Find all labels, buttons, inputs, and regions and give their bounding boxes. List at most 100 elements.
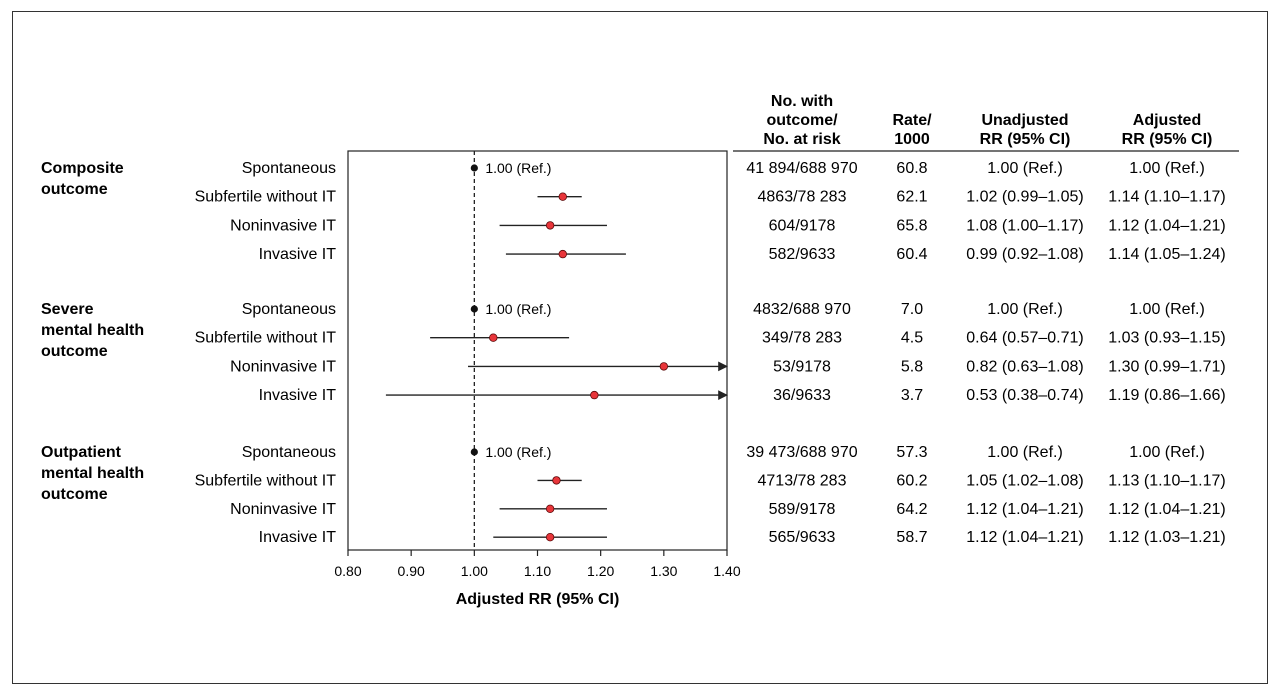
group-name: outcome <box>41 343 108 360</box>
estimate-point <box>545 221 555 230</box>
row-label: Spontaneous <box>242 160 336 177</box>
cell-unadjusted-rr: 0.99 (0.92–1.08) <box>966 246 1083 263</box>
cell-unadjusted-rr: 1.00 (Ref.) <box>987 301 1063 318</box>
cell-rate: 57.3 <box>896 444 927 461</box>
reference-point <box>470 164 478 172</box>
cell-no-with-outcome: 4863/78 283 <box>758 189 847 206</box>
plot-area <box>347 150 728 551</box>
column-header: RR (95% CI) <box>1122 131 1213 148</box>
cell-rate: 7.0 <box>901 301 923 318</box>
cell-no-with-outcome: 53/9178 <box>773 358 831 375</box>
cell-adjusted-rr: 1.12 (1.03–1.21) <box>1108 529 1225 546</box>
cell-adjusted-rr: 1.13 (1.10–1.17) <box>1108 472 1225 489</box>
group-name: outcome <box>41 181 108 198</box>
cell-no-with-outcome: 39 473/688 970 <box>746 444 857 461</box>
x-tick-label: 1.40 <box>713 563 740 579</box>
cell-unadjusted-rr: 1.00 (Ref.) <box>987 444 1063 461</box>
cell-rate: 65.8 <box>896 217 927 234</box>
reference-label: 1.00 (Ref.) <box>485 301 551 317</box>
cell-no-with-outcome: 589/9178 <box>769 501 836 518</box>
cell-unadjusted-rr: 1.12 (1.04–1.21) <box>966 501 1083 518</box>
estimate-point <box>558 192 567 201</box>
group-name: outcome <box>41 486 108 503</box>
cell-unadjusted-rr: 1.05 (1.02–1.08) <box>966 472 1083 489</box>
row-label: Spontaneous <box>242 444 336 461</box>
row-label: Subfertile without IT <box>195 330 337 347</box>
row-label: Noninvasive IT <box>230 217 336 234</box>
cell-rate: 5.8 <box>901 358 923 375</box>
row-label: Spontaneous <box>242 301 336 318</box>
cell-no-with-outcome: 565/9633 <box>769 529 836 546</box>
x-tick-label: 1.10 <box>524 563 551 579</box>
column-header: Adjusted <box>1133 112 1201 129</box>
x-tick-label: 0.80 <box>334 563 361 579</box>
cell-unadjusted-rr: 1.08 (1.00–1.17) <box>966 217 1083 234</box>
cell-adjusted-rr: 1.00 (Ref.) <box>1129 301 1205 318</box>
cell-unadjusted-rr: 0.64 (0.57–0.71) <box>966 330 1083 347</box>
cell-adjusted-rr: 1.14 (1.10–1.17) <box>1108 189 1225 206</box>
x-tick-label: 0.90 <box>398 563 425 579</box>
cell-rate: 3.7 <box>901 387 923 404</box>
group-name: Composite <box>41 160 124 177</box>
cell-rate: 4.5 <box>901 330 923 347</box>
cell-adjusted-rr: 1.14 (1.05–1.24) <box>1108 246 1225 263</box>
cell-no-with-outcome: 4832/688 970 <box>753 301 851 318</box>
column-header: 1000 <box>894 131 930 148</box>
row-label: Subfertile without IT <box>195 472 337 489</box>
cell-adjusted-rr: 1.30 (0.99–1.71) <box>1108 358 1225 375</box>
cell-rate: 60.2 <box>896 472 927 489</box>
estimate-point <box>590 390 599 400</box>
column-header: RR (95% CI) <box>980 131 1071 148</box>
cell-adjusted-rr: 1.12 (1.04–1.21) <box>1108 217 1225 234</box>
x-axis-title: Adjusted RR (95% CI) <box>456 591 620 608</box>
x-tick-label: 1.00 <box>461 563 488 579</box>
cell-rate: 62.1 <box>896 189 927 206</box>
group-name: mental health <box>41 465 144 482</box>
row-label: Invasive IT <box>259 387 337 404</box>
column-header: Unadjusted <box>981 112 1068 129</box>
cell-no-with-outcome: 4713/78 283 <box>758 472 847 489</box>
column-header: No. at risk <box>763 131 840 148</box>
cell-no-with-outcome: 582/9633 <box>769 246 836 263</box>
cell-unadjusted-rr: 1.02 (0.99–1.05) <box>966 189 1083 206</box>
cell-rate: 60.8 <box>896 160 927 177</box>
cell-rate: 60.4 <box>896 246 927 263</box>
row-label: Noninvasive IT <box>230 501 336 518</box>
group-name: mental health <box>41 322 144 339</box>
reference-point <box>470 448 478 456</box>
x-tick-label: 1.30 <box>650 563 677 579</box>
cell-adjusted-rr: 1.19 (0.86–1.66) <box>1108 387 1225 404</box>
reference-label: 1.00 (Ref.) <box>485 160 551 176</box>
estimate-point <box>545 533 555 542</box>
group-name: Severe <box>41 301 94 318</box>
cell-no-with-outcome: 36/9633 <box>773 387 831 404</box>
cell-unadjusted-rr: 1.00 (Ref.) <box>987 160 1063 177</box>
cell-rate: 64.2 <box>896 501 927 518</box>
column-header: Rate/ <box>892 112 932 129</box>
estimate-point <box>558 249 567 259</box>
column-header: No. with <box>771 93 833 110</box>
estimate-point <box>545 504 555 513</box>
estimate-point <box>489 333 498 342</box>
group-name: Outpatient <box>41 444 122 461</box>
reference-label: 1.00 (Ref.) <box>485 444 551 460</box>
estimate-point <box>552 476 561 485</box>
cell-adjusted-rr: 1.00 (Ref.) <box>1129 444 1205 461</box>
row-label: Invasive IT <box>259 529 337 546</box>
cell-rate: 58.7 <box>896 529 927 546</box>
cell-unadjusted-rr: 1.12 (1.04–1.21) <box>966 529 1083 546</box>
cell-adjusted-rr: 1.12 (1.04–1.21) <box>1108 501 1225 518</box>
cell-adjusted-rr: 1.03 (0.93–1.15) <box>1108 330 1225 347</box>
cell-no-with-outcome: 349/78 283 <box>762 330 842 347</box>
row-label: Noninvasive IT <box>230 358 336 375</box>
x-tick-label: 1.20 <box>587 563 614 579</box>
estimate-point <box>659 362 669 371</box>
column-header: outcome/ <box>766 112 838 129</box>
row-label: Subfertile without IT <box>195 189 337 206</box>
reference-point <box>470 305 478 313</box>
figure-frame <box>12 11 1268 684</box>
cell-no-with-outcome: 41 894/688 970 <box>746 160 857 177</box>
cell-adjusted-rr: 1.00 (Ref.) <box>1129 160 1205 177</box>
cell-unadjusted-rr: 0.53 (0.38–0.74) <box>966 387 1083 404</box>
